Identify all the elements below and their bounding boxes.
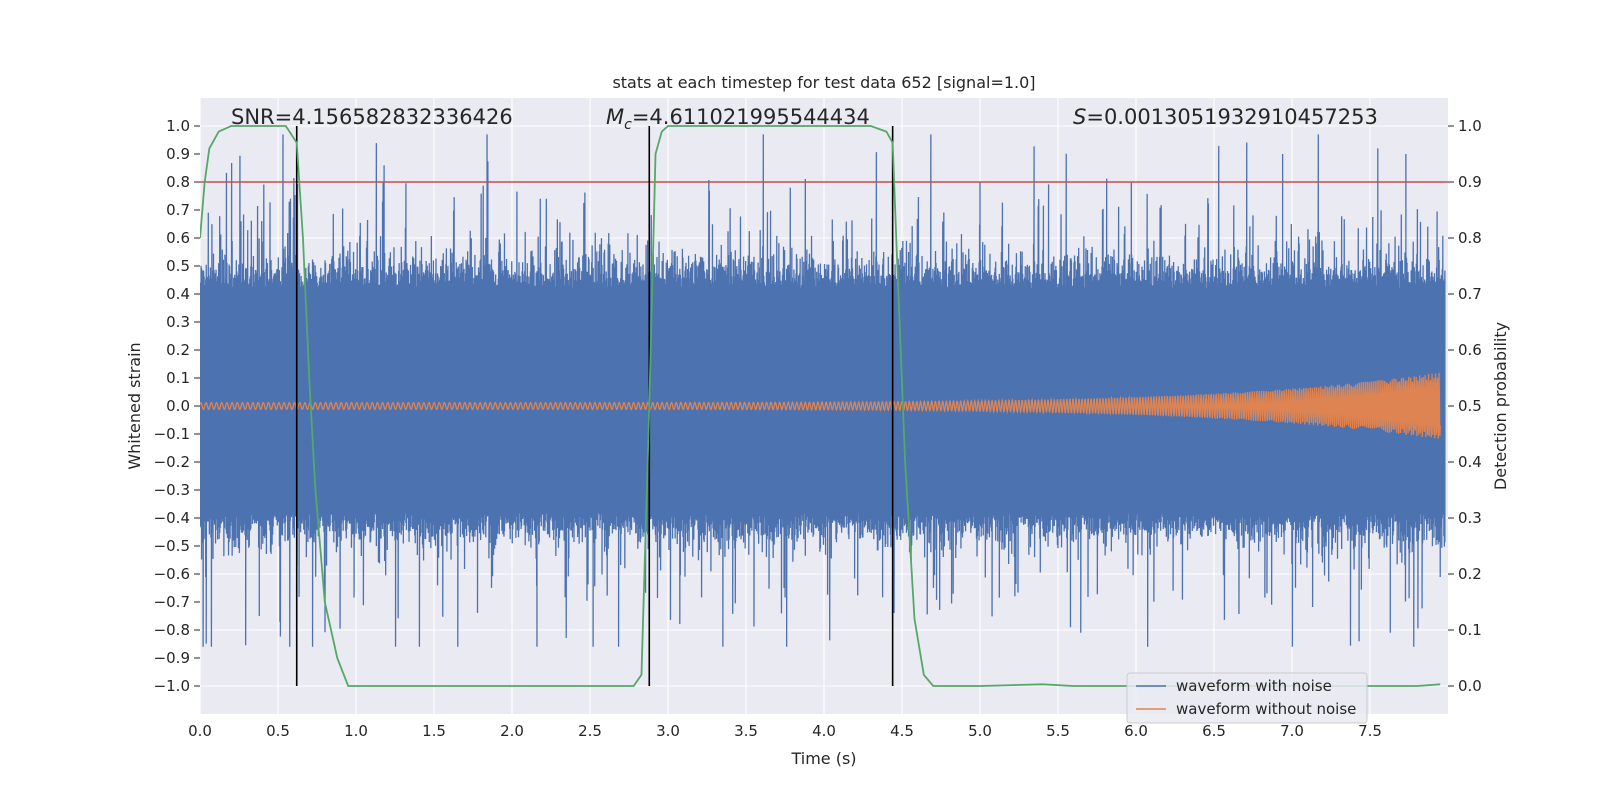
y-right-tick-label: 0.6 xyxy=(1458,341,1482,359)
y-axis-right-label: Detection probability xyxy=(1491,322,1510,490)
y-left-tick-label: −0.7 xyxy=(154,593,190,611)
x-tick-label: 5.5 xyxy=(1046,722,1070,740)
series-detection-probability xyxy=(200,125,1441,687)
snr-annotation: SNR=4.156582832336426 xyxy=(231,105,513,129)
x-tick-label: 3.0 xyxy=(656,722,680,740)
x-tick-label: 6.0 xyxy=(1124,722,1148,740)
y-right-tick-label: 0.7 xyxy=(1458,285,1482,303)
y-right-tick-label: 0.8 xyxy=(1458,229,1482,247)
y-left-tick-label: −0.3 xyxy=(154,481,190,499)
legend-frame xyxy=(1126,672,1368,724)
y-right-tick-label: 0.5 xyxy=(1458,397,1482,415)
y-left-tick-label: −0.8 xyxy=(154,621,190,639)
x-tick-label: 6.5 xyxy=(1202,722,1226,740)
y-right-tick-label: 0.3 xyxy=(1458,509,1482,527)
y-left-tick-label: −1.0 xyxy=(154,677,190,695)
s-value: =0.0013051932910457253 xyxy=(1086,105,1378,129)
x-tick-label: 7.5 xyxy=(1358,722,1382,740)
y-left-tick-label: 0.3 xyxy=(166,313,190,331)
y-left-tick-label: −0.9 xyxy=(154,649,190,667)
y-left-tick-label: −0.4 xyxy=(154,509,190,527)
y-left-tick-label: 0.0 xyxy=(166,397,190,415)
y-right-tick-label: 0.9 xyxy=(1458,173,1482,191)
x-tick-label: 2.0 xyxy=(500,722,524,740)
x-tick-label: 0.0 xyxy=(188,722,212,740)
plot-series xyxy=(200,125,1448,687)
y-left-tick-label: 1.0 xyxy=(166,117,190,135)
y-axis-right: 1.0 0.9 0.8 0.7 0.6 0.5 0.4 0.3 0.2 0.1 0.0 xyxy=(1448,117,1482,695)
chirp-mass-annotation: Mc=4.611021995544434 xyxy=(606,105,870,133)
chirp-mass-subscript: c xyxy=(624,117,632,133)
y-left-tick-label: −0.5 xyxy=(154,537,190,555)
x-tick-label: 3.5 xyxy=(734,722,758,740)
y-axis-left: 1.0 0.9 0.8 0.7 0.6 0.5 0.4 0.3 0.2 0.1 0.0 −0.1 −0.… xyxy=(154,117,200,695)
x-tick-label: 4.5 xyxy=(890,722,914,740)
y-left-tick-label: 0.4 xyxy=(166,285,190,303)
y-left-tick-label: 0.9 xyxy=(166,145,190,163)
x-tick-label: 7.0 xyxy=(1280,722,1304,740)
y-right-tick-label: 0.0 xyxy=(1458,677,1482,695)
x-axis: 0.0 0.5 1.0 1.5 2.0 2.5 3.0 3.5 4.0 4.5 5.0 5.5 6.0 6… xyxy=(188,722,1382,740)
x-tick-label: 0.5 xyxy=(266,722,290,740)
series-waveform-without-noise xyxy=(200,372,1441,439)
y-right-tick-label: 0.4 xyxy=(1458,453,1482,471)
y-left-tick-label: −0.1 xyxy=(154,425,190,443)
legend-label-clean: waveform without noise xyxy=(1176,700,1356,718)
s-annotation: S=0.0013051932910457253 xyxy=(1073,105,1378,129)
x-tick-label: 1.0 xyxy=(344,722,368,740)
y-right-tick-label: 0.2 xyxy=(1458,565,1482,583)
chart-title: stats at each timestep for test data 652… xyxy=(612,73,1035,92)
legend: waveform with noise waveform without noi… xyxy=(1126,672,1368,724)
x-tick-label: 4.0 xyxy=(812,722,836,740)
legend-label-noisy: waveform with noise xyxy=(1176,677,1332,695)
y-left-tick-label: 0.1 xyxy=(166,369,190,387)
y-left-tick-label: 0.6 xyxy=(166,229,190,247)
s-symbol: S xyxy=(1073,105,1086,129)
y-right-tick-label: 1.0 xyxy=(1458,117,1482,135)
x-axis-label: Time (s) xyxy=(790,749,856,768)
y-axis-left-label: Whitened strain xyxy=(125,342,144,469)
y-left-tick-label: 0.2 xyxy=(166,341,190,359)
y-left-tick-label: −0.6 xyxy=(154,565,190,583)
y-left-tick-label: 0.7 xyxy=(166,201,190,219)
chirp-mass-value: =4.611021995544434 xyxy=(632,105,870,129)
y-left-tick-label: 0.5 xyxy=(166,257,190,275)
chirp-mass-symbol: M xyxy=(606,105,624,129)
x-tick-label: 1.5 xyxy=(422,722,446,740)
x-tick-label: 5.0 xyxy=(968,722,992,740)
y-left-tick-label: −0.2 xyxy=(154,453,190,471)
y-left-tick-label: 0.8 xyxy=(166,173,190,191)
x-tick-label: 2.5 xyxy=(578,722,602,740)
y-right-tick-label: 0.1 xyxy=(1458,621,1482,639)
